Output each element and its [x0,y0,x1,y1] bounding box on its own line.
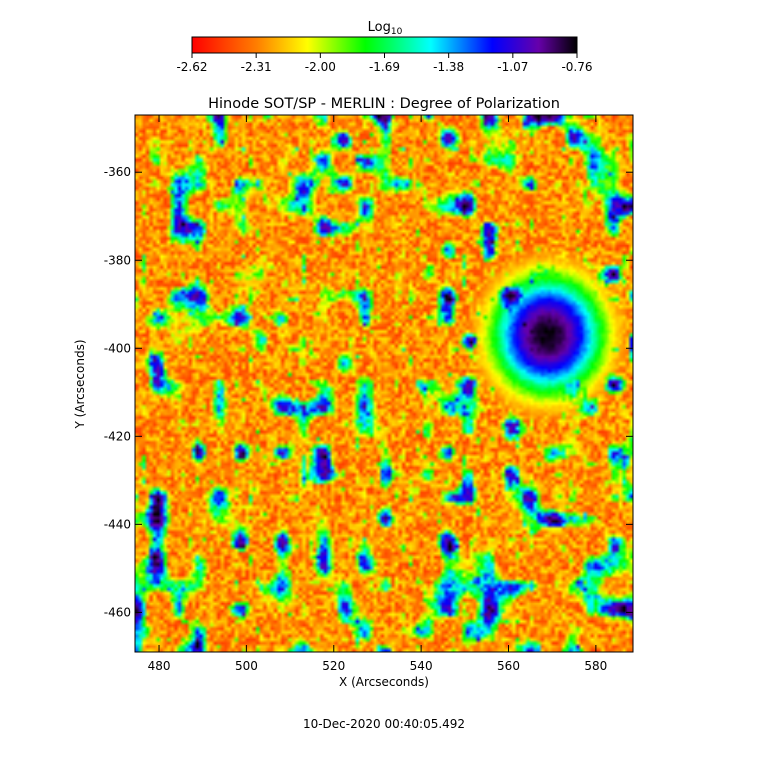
colorbar-tick-label: -2.00 [305,60,336,74]
y-axis: -360 -380 -400 -420 -440 -460 [104,165,633,619]
y-tick-label: -460 [104,605,131,619]
y-tick-label: -400 [104,341,131,355]
x-tick-label: 580 [584,659,607,673]
y-tick-label: -420 [104,429,131,443]
colorbar-tick-label: -1.69 [369,60,400,74]
colorbar-gradient [191,36,578,54]
polarization-map [135,115,633,652]
y-tick-label: -440 [104,517,131,531]
x-tick-label: 500 [235,659,258,673]
plot-frame [134,114,634,653]
y-tick-label: -380 [104,253,131,267]
y-axis-label: Y (Arcseconds) [73,339,87,429]
x-tick-label: 520 [322,659,345,673]
x-axis: 480 500 520 540 560 580 [148,115,607,673]
x-tick-label: 560 [497,659,520,673]
colorbar-label: Log10 [368,20,403,37]
colorbar-tick-label: -0.76 [561,60,592,74]
colorbar-ticks: -2.62 -2.31 -2.00 -1.69 -1.38 -1.07 -0.76 [176,53,593,74]
colorbar-tick-label: -2.62 [176,60,207,74]
chart-title: Hinode SOT/SP - MERLIN : Degree of Polar… [208,96,560,112]
x-tick-label: 540 [410,659,433,673]
colorbar-tick-label: -1.38 [433,60,464,74]
timestamp: 10-Dec-2020 00:40:05.492 [303,717,465,731]
colorbar-tick-label: -2.31 [241,60,272,74]
heatmap-image [135,115,633,652]
x-axis-label: X (Arcseconds) [339,675,429,689]
x-tick-label: 480 [148,659,171,673]
colorbar: Log10 -2.62 -2.31 -2.00 -1.69 -1.38 -1.07 -0.7… [176,20,592,74]
colorbar-tick-label: -1.07 [497,60,528,74]
y-tick-label: -360 [104,165,131,179]
